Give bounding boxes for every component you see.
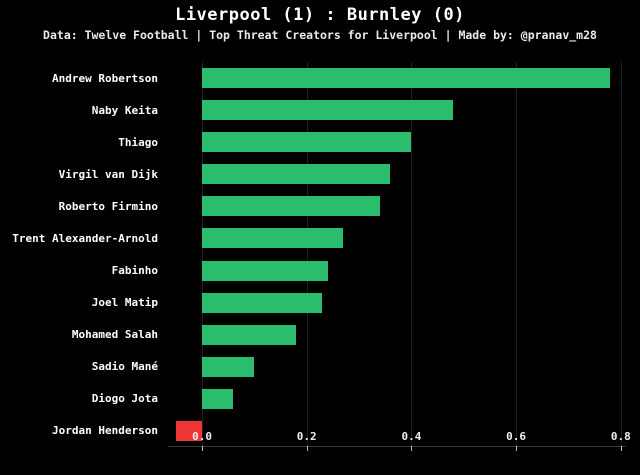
bar-track [168, 254, 626, 286]
chart-plot-area: Andrew Robertson Naby Keita Thiago Virgil v… [0, 58, 640, 451]
tick-mark-x-0.4 [411, 446, 413, 451]
x-tick-label: 0.2 [296, 430, 317, 443]
gridline-x-0.6 [516, 62, 518, 446]
threat-bar [202, 260, 328, 281]
table-row: Trent Alexander-Arnold [0, 222, 626, 254]
table-row: Jordan Henderson [0, 415, 626, 447]
threat-bar [202, 388, 234, 409]
table-row: Joel Matip [0, 287, 626, 319]
table-row: Mohamed Salah [0, 319, 626, 351]
x-tick-label: 0.8 [610, 430, 631, 443]
player-label: Jordan Henderson [52, 424, 158, 438]
player-label: Sadio Mané [91, 360, 158, 374]
bar-track [168, 319, 626, 351]
player-label: Joel Matip [91, 296, 158, 310]
threat-bar [202, 68, 611, 89]
threat-bar [202, 324, 297, 345]
threat-bar [202, 164, 391, 185]
bar-rows: Andrew Robertson Naby Keita Thiago Virgil v… [0, 62, 626, 447]
threat-bar [202, 132, 412, 153]
bar-track [168, 287, 626, 319]
player-label: Naby Keita [91, 103, 158, 117]
x-axis: 0.0 0.2 0.4 0.6 0.8 [168, 427, 631, 443]
gridline-x-0.0 [202, 62, 204, 446]
bar-track [168, 126, 626, 158]
threat-bar [202, 356, 255, 377]
bar-track [168, 351, 626, 383]
tick-mark-x-0.0 [202, 446, 204, 451]
x-tick-label: 0.6 [506, 430, 527, 443]
chart-subtitle: Data: Twelve Football | Top Threat Creat… [43, 28, 597, 42]
table-row: Naby Keita [0, 94, 626, 126]
table-row: Roberto Firmino [0, 190, 626, 222]
player-label: Roberto Firmino [58, 199, 158, 213]
bar-track [168, 383, 626, 415]
player-label: Mohamed Salah [71, 328, 158, 342]
table-row: Fabinho [0, 254, 626, 286]
gridline-x-0.4 [411, 62, 413, 446]
table-row: Thiago [0, 126, 626, 158]
chart-title: Liverpool (1) : Burnley (0) [175, 5, 465, 25]
tick-mark-x-0.6 [516, 446, 518, 451]
bar-track [168, 62, 626, 94]
gridline-x-0.8 [620, 62, 622, 446]
threat-bar [202, 196, 380, 217]
gridline-x-0.2 [306, 62, 308, 446]
table-row: Sadio Mané [0, 351, 626, 383]
threat-bar [202, 228, 344, 249]
x-tick-label: 0.4 [401, 430, 422, 443]
player-label: Virgil van Dijk [58, 167, 158, 181]
player-label: Andrew Robertson [52, 71, 158, 85]
threat-bar [175, 420, 202, 441]
player-label: Fabinho [111, 264, 158, 277]
bar-track [168, 190, 626, 222]
table-row: Andrew Robertson [0, 62, 626, 94]
bar-track [168, 415, 626, 447]
grid-layer [168, 62, 626, 451]
tick-mark-x-0.2 [306, 446, 308, 451]
player-label: Diogo Jota [91, 392, 158, 406]
threat-bar [202, 100, 454, 121]
player-label: Trent Alexander-Arnold [12, 231, 158, 245]
threat-bar [202, 292, 323, 313]
table-row: Diogo Jota [0, 383, 626, 415]
bar-track [168, 158, 626, 190]
table-row: Virgil van Dijk [0, 158, 626, 190]
player-label: Thiago [118, 135, 158, 149]
x-tick-label: 0.0 [192, 430, 212, 443]
bar-track [168, 222, 626, 254]
tick-mark-x-0.8 [620, 446, 622, 451]
bar-track [168, 94, 626, 126]
